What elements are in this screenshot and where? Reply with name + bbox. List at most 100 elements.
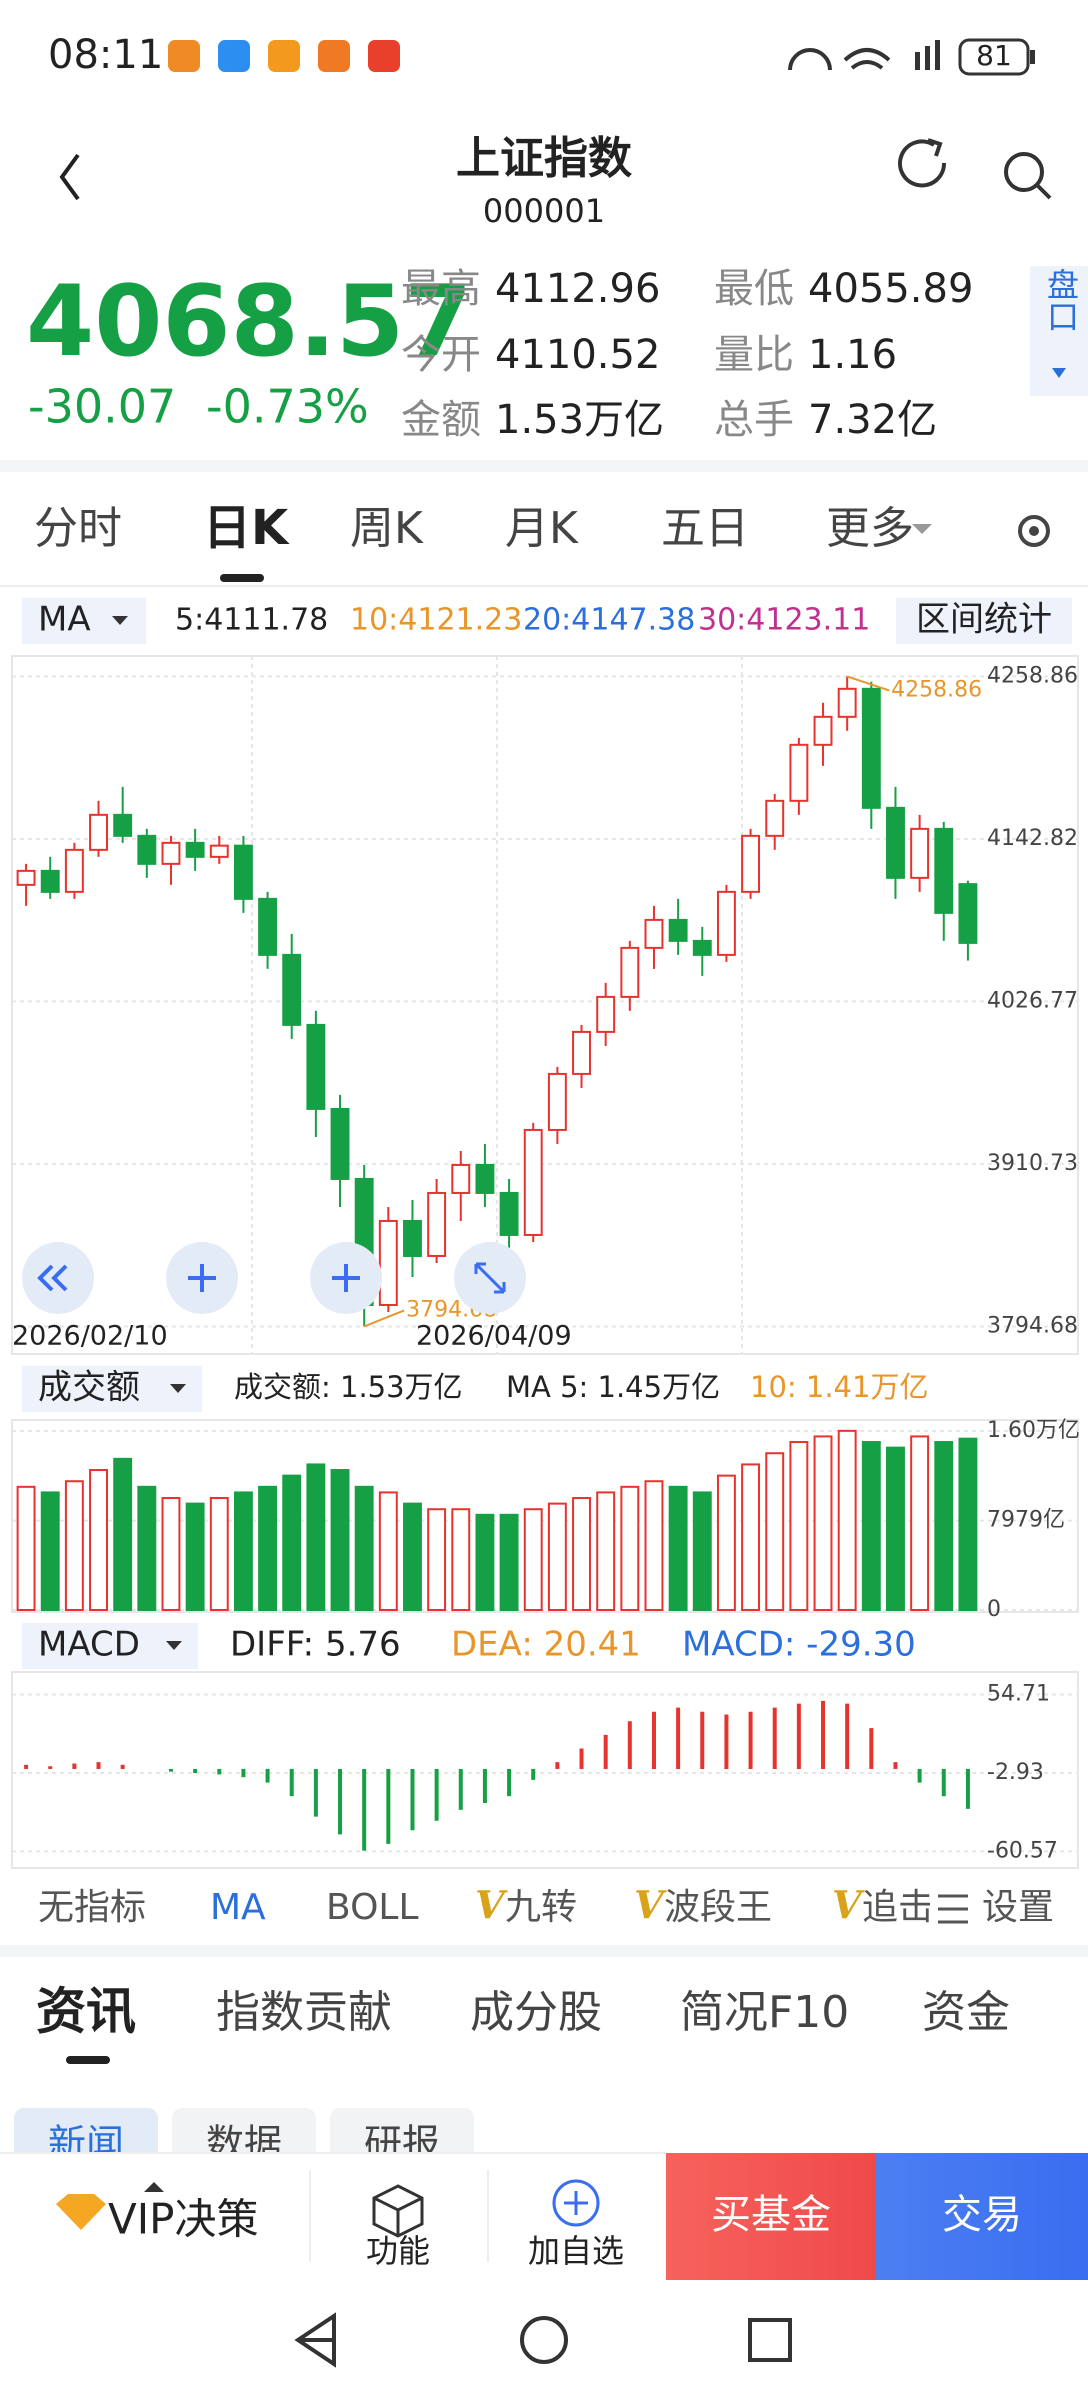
period-tab[interactable]: 周K bbox=[350, 503, 424, 554]
side-tab[interactable]: 盘口 bbox=[1042, 268, 1080, 332]
indicator[interactable]: MA bbox=[210, 1887, 266, 1928]
volume-bar bbox=[572, 1497, 591, 1611]
buy-fund-button[interactable] bbox=[666, 2153, 876, 2280]
period-tab[interactable]: 分时 bbox=[34, 503, 122, 554]
volume-bar bbox=[765, 1452, 785, 1611]
candle-body bbox=[233, 844, 253, 900]
candle-body bbox=[596, 995, 616, 1033]
info-tab[interactable]: 资金 bbox=[922, 1987, 1010, 2038]
ma-selector[interactable]: MA bbox=[38, 600, 91, 640]
volume-bar bbox=[934, 1441, 954, 1611]
refresh-button[interactable] bbox=[898, 138, 947, 188]
y-tick-label: -60.57 bbox=[987, 1838, 1058, 1863]
ma10: 10:4121.23 bbox=[350, 603, 522, 638]
stat-value: 4110.52 bbox=[495, 332, 660, 378]
candle-body bbox=[427, 1191, 447, 1257]
info-tab[interactable]: 资讯 bbox=[36, 1983, 136, 2041]
info-tab[interactable]: 成分股 bbox=[470, 1987, 602, 2038]
macd-value: MACD: -29.30 bbox=[682, 1625, 916, 1665]
volume-bar bbox=[233, 1491, 253, 1612]
y-tick-label: 1.60万亿 bbox=[987, 1418, 1080, 1443]
candle-body bbox=[837, 687, 857, 718]
period-tab[interactable]: 五日 bbox=[661, 503, 749, 554]
period-tab[interactable]: 更多 bbox=[826, 503, 914, 554]
info-tab[interactable]: 简况F10 bbox=[680, 1987, 849, 2038]
volume-bar bbox=[547, 1502, 567, 1612]
vol-selector-bg[interactable] bbox=[22, 1366, 202, 1412]
indicator[interactable]: 设置 bbox=[982, 1887, 1054, 1928]
buy-fund[interactable]: 买基金 bbox=[711, 2192, 831, 2238]
indicator[interactable]: BOLL bbox=[326, 1887, 419, 1928]
indicator[interactable]: 追击 bbox=[862, 1887, 934, 1928]
macd-selector-bg[interactable] bbox=[22, 1623, 198, 1669]
indicator[interactable]: 无指标 bbox=[38, 1887, 146, 1928]
candle-body bbox=[547, 1072, 567, 1131]
price: 4068.57 bbox=[26, 265, 472, 379]
range-stats-bg[interactable] bbox=[896, 598, 1072, 644]
search-button[interactable] bbox=[1004, 152, 1052, 200]
period-tab[interactable]: 日K bbox=[203, 500, 290, 556]
trade-button[interactable] bbox=[876, 2153, 1088, 2280]
y-tick-label: 3910.73 bbox=[987, 1151, 1078, 1176]
nav-bar[interactable] bbox=[294, 2312, 792, 2368]
indicator[interactable]: 波段王 bbox=[664, 1887, 772, 1928]
y-tick-label: 3794.68 bbox=[987, 1313, 1078, 1338]
func[interactable]: 功能 bbox=[366, 2232, 430, 2270]
volume-bar bbox=[451, 1508, 471, 1611]
volume-bar bbox=[910, 1435, 930, 1612]
dea: DEA: 20.41 bbox=[451, 1625, 641, 1665]
stat-label: 金额 bbox=[401, 397, 481, 443]
volume-bar bbox=[258, 1485, 278, 1611]
range-stats[interactable]: 区间统计 bbox=[916, 600, 1052, 640]
volume-bar bbox=[596, 1491, 616, 1612]
indicator[interactable]: 九转 bbox=[505, 1887, 577, 1928]
candle-body bbox=[499, 1191, 519, 1236]
vip[interactable]: VIP决策 bbox=[108, 2195, 258, 2244]
candle-body bbox=[765, 799, 785, 837]
volume-bar bbox=[861, 1441, 881, 1611]
candle-body bbox=[813, 715, 833, 746]
y-tick-label: 4258.86 bbox=[987, 663, 1078, 688]
min-pointer bbox=[363, 1309, 405, 1328]
vol-selector[interactable]: 成交额 bbox=[38, 1368, 140, 1408]
candle-body bbox=[378, 1219, 398, 1306]
x-tick-label: 2026/02/10 bbox=[12, 1321, 168, 1352]
chart-buttons[interactable] bbox=[22, 1242, 526, 1314]
candle-body bbox=[475, 1163, 495, 1194]
volume-bar bbox=[40, 1491, 60, 1612]
volume-bar bbox=[716, 1474, 736, 1612]
vip-icon bbox=[56, 2194, 106, 2230]
stat-value: 1.53万亿 bbox=[495, 397, 664, 443]
volume-bar bbox=[692, 1491, 712, 1612]
candle-body bbox=[306, 1023, 326, 1110]
ma-selector-bg[interactable] bbox=[22, 598, 146, 644]
change-pct: -0.73% bbox=[206, 380, 369, 434]
candle-body bbox=[282, 953, 302, 1026]
diff: DIFF: 5.76 bbox=[230, 1625, 401, 1665]
volume-bar bbox=[282, 1474, 302, 1612]
back-button[interactable] bbox=[59, 153, 80, 201]
add[interactable]: 加自选 bbox=[528, 2232, 624, 2270]
ma5: 5:4111.78 bbox=[175, 603, 328, 638]
trade[interactable]: 交易 bbox=[942, 2192, 1022, 2238]
candle-body bbox=[451, 1163, 471, 1194]
indicator-badge: V bbox=[475, 1883, 508, 1928]
volume-bar bbox=[161, 1497, 181, 1611]
candle-body bbox=[692, 939, 712, 956]
candle-body bbox=[934, 827, 954, 914]
volume-bar bbox=[64, 1480, 84, 1611]
info-tab[interactable]: 指数贡献 bbox=[216, 1987, 392, 2038]
candle-body bbox=[64, 848, 84, 893]
stat-value: 7.32亿 bbox=[808, 397, 937, 443]
volume-bar bbox=[886, 1446, 905, 1612]
candle-body bbox=[137, 834, 157, 865]
candle-body bbox=[403, 1219, 422, 1257]
period-tab[interactable]: 月K bbox=[505, 503, 579, 554]
candle-body bbox=[16, 869, 36, 886]
volume-bar bbox=[499, 1513, 519, 1611]
candle-body bbox=[185, 841, 205, 858]
settings-icon[interactable] bbox=[1018, 515, 1050, 547]
volume-bar bbox=[427, 1508, 447, 1611]
macd-selector[interactable]: MACD bbox=[38, 1625, 140, 1665]
x-tick-label: 2026/04/09 bbox=[416, 1321, 572, 1352]
